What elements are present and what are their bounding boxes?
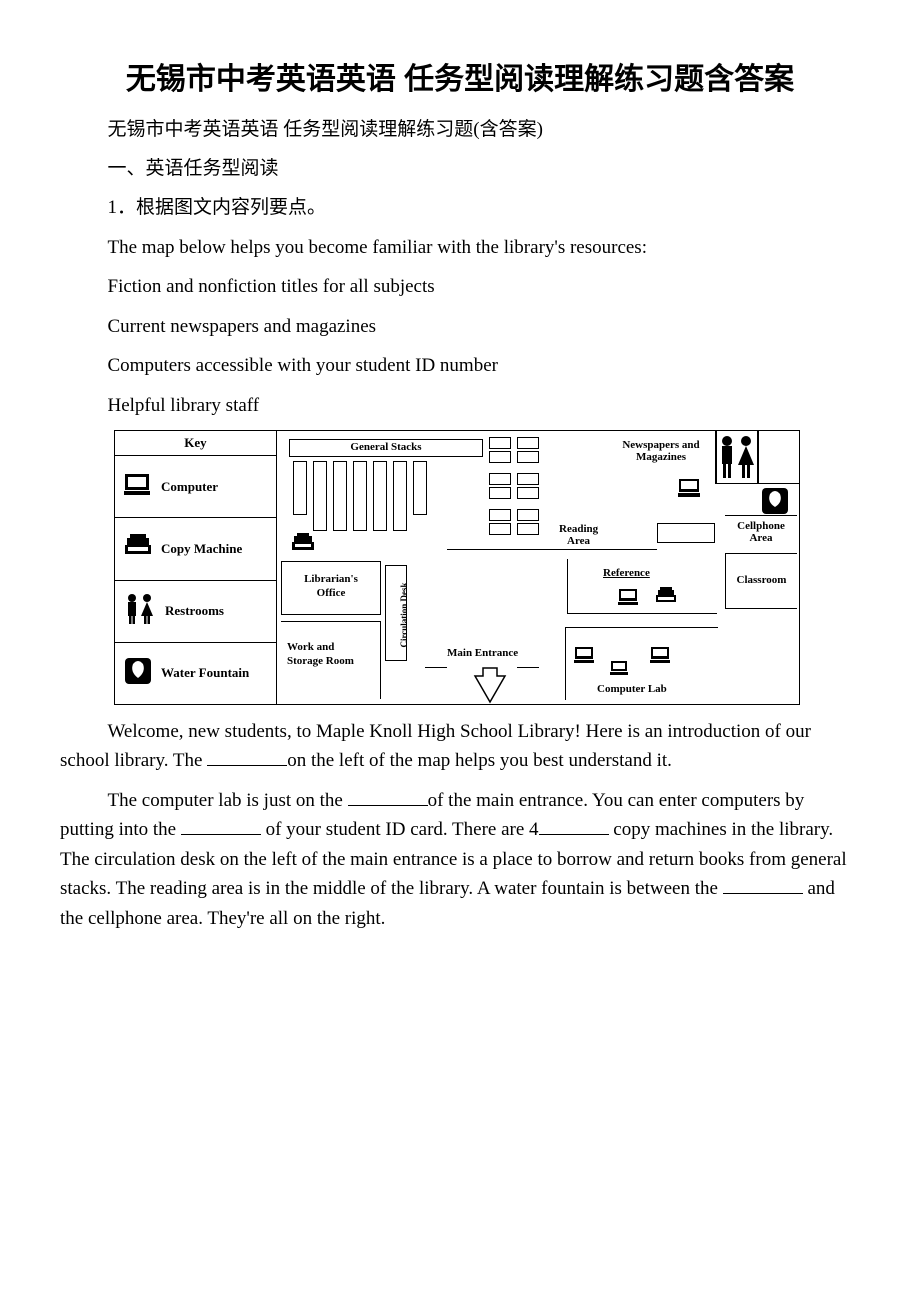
wall [715, 431, 717, 483]
bullet-4: Helpful library staff [60, 391, 860, 420]
general-stacks-label: General Stacks [289, 439, 483, 457]
newspapers-label: Newspapers and Magazines [613, 439, 709, 463]
stack-shelf [393, 461, 407, 531]
paragraph-3: The computer lab is just on the of the m… [60, 786, 860, 933]
blank-2 [348, 786, 428, 806]
text: The computer lab is just on the [108, 790, 348, 811]
copy-machine-icon [123, 534, 153, 564]
doc-title: 无锡市中考英语英语 任务型阅读理解练习题含答案 [60, 60, 860, 101]
water-fountain-icon [123, 656, 153, 690]
blank-5 [723, 874, 803, 894]
copy-machine-icon [655, 587, 677, 611]
wall [715, 483, 799, 484]
reference-label: Reference [603, 567, 650, 579]
key-label: Copy Machine [161, 541, 242, 557]
blank-1 [207, 746, 287, 766]
floor-plan: General Stacks Reading Area Newspapers a… [277, 431, 799, 704]
stack-shelf [353, 461, 367, 531]
bullet-1: Fiction and nonfiction titles for all su… [60, 272, 860, 301]
stack-shelf [373, 461, 387, 531]
librarians-office: Librarian's Office [281, 561, 381, 615]
computer-icon [123, 472, 153, 502]
text: on the left of the map helps you best un… [287, 750, 672, 771]
key-header: Key [115, 431, 276, 456]
section-heading: 一、英语任务型阅读 [60, 154, 860, 183]
door-line [425, 667, 447, 668]
cellphone-area: Cellphone Area [725, 515, 797, 551]
circulation-label: Circulation Desk [399, 575, 409, 655]
key-row-copy: Copy Machine [115, 518, 276, 580]
wall [757, 431, 759, 483]
bullet-3: Computers accessible with your student I… [60, 351, 860, 380]
copy-machine-icon [291, 533, 315, 559]
doc-subtitle: 无锡市中考英语英语 任务型阅读理解练习题(含答案) [60, 115, 860, 144]
reference-boundary [567, 559, 568, 613]
key-row-fountain: Water Fountain [115, 643, 276, 704]
classroom: Classroom [725, 553, 797, 609]
couch [657, 523, 715, 543]
paragraph-2: Welcome, new students, to Maple Knoll Hi… [60, 717, 860, 776]
intro-line: The map below helps you become familiar … [60, 233, 860, 262]
computer-icon [677, 477, 703, 503]
reference-boundary [567, 613, 717, 614]
library-map: Key Computer Copy Machine Restrooms [114, 430, 800, 705]
blank-3 [181, 815, 261, 835]
key-label: Water Fountain [161, 665, 249, 681]
map-key: Key Computer Copy Machine Restrooms [115, 431, 277, 704]
entrance-arrow-icon [465, 666, 515, 704]
key-row-restrooms: Restrooms [115, 581, 276, 643]
stack-shelf [293, 461, 307, 515]
stack-shelf [313, 461, 327, 531]
main-entrance-label: Main Entrance [447, 647, 518, 659]
key-label: Restrooms [165, 603, 224, 619]
work-storage: Work and Storage Room [281, 621, 381, 699]
question-1: 1．根据图文内容列要点。 [60, 193, 860, 222]
key-row-computer: Computer [115, 456, 276, 518]
reading-boundary [447, 549, 657, 550]
computer-icon [617, 587, 641, 611]
door-line [517, 667, 539, 668]
text: of your student ID card. There are 4 [261, 819, 539, 840]
restrooms-icon [717, 435, 757, 485]
lab-wall [565, 627, 718, 700]
restrooms-icon [123, 593, 157, 629]
reading-area-label: Reading Area [559, 523, 598, 547]
stack-shelf [333, 461, 347, 531]
blank-4 [539, 815, 609, 835]
bullet-2: Current newspapers and magazines [60, 312, 860, 341]
key-label: Computer [161, 479, 218, 495]
stack-shelf [413, 461, 427, 515]
